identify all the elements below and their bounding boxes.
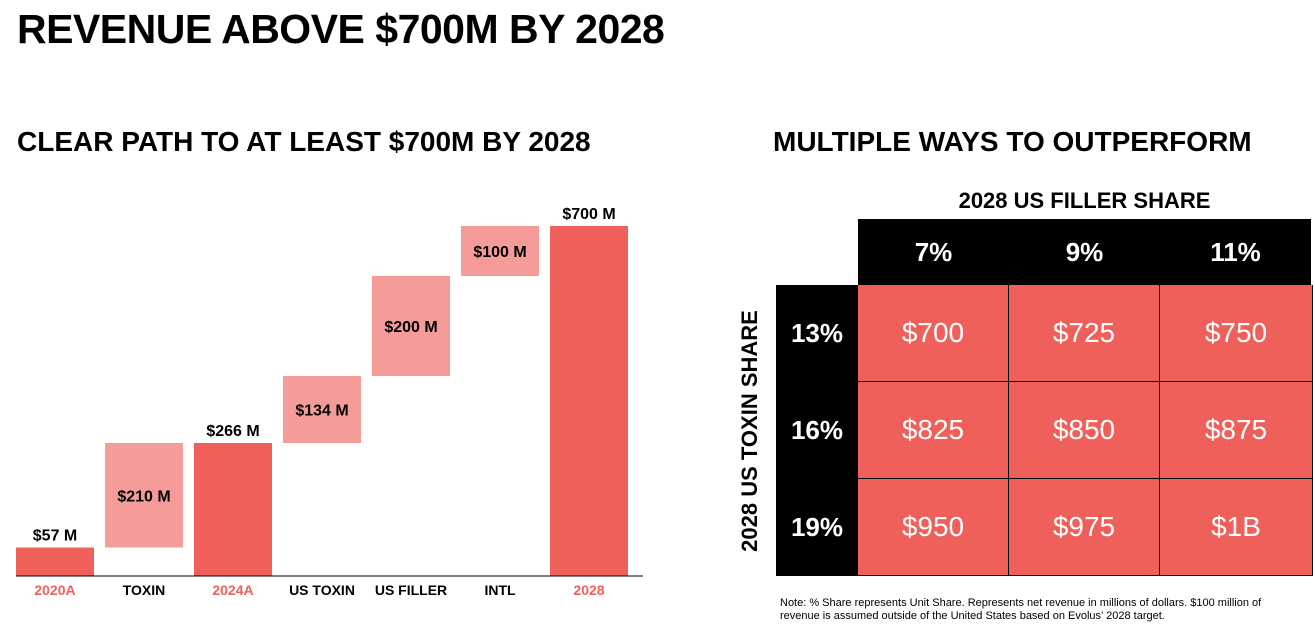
row-header-19pct: 19% [776,479,858,576]
bar-toxin [105,443,183,548]
column-header-9pct: 9% [1009,219,1160,285]
row-header-16pct: 16% [776,382,858,479]
matrix-row-axis-title-text: 2028 US TOXIN SHARE [737,309,762,552]
data-label-toxin: $210 M [117,488,170,505]
tick-label-2024a: 2024A [212,582,253,598]
matrix-cell: $1B [1160,479,1313,576]
tick-label-2020a: 2020A [34,582,75,598]
column-header-11pct: 11% [1160,219,1311,285]
page-title: REVENUE ABOVE $700M BY 2028 [17,6,665,52]
tick-label-toxin: TOXIN [123,582,166,598]
matrix-cell: $950 [858,479,1009,576]
matrix-row-axis-title: 2028 US TOXIN SHARE [725,285,775,576]
data-label-intl: $100 M [473,244,526,261]
matrix-column-axis-title: 2028 US FILLER SHARE [958,188,1211,213]
matrix-cell: $875 [1160,382,1313,479]
waterfall-chart-title: CLEAR PATH TO AT LEAST $700M BY 2028 [17,126,591,157]
matrix-cell: $700 [858,285,1009,382]
tick-label-2028: 2028 [573,582,604,598]
row-header-13pct: 13% [776,285,858,382]
matrix-cell: $850 [1009,382,1160,479]
data-label-2020a: $57 M [33,528,77,545]
matrix-cell: $825 [858,382,1009,479]
bar-2028 [550,226,628,576]
matrix-cell: $725 [1009,285,1160,382]
footnote: Note: % Share represents Unit Share. Rep… [780,597,1262,622]
waterfall-chart: $57 M 2020A $210 M TOXIN $266 M 2024A $134 M US… [16,206,643,598]
bar-intl [461,226,539,276]
bar-2024a [194,443,272,576]
column-header-7pct: 7% [858,219,1009,285]
bar-us-filler [372,276,450,376]
tick-label-us-filler: US FILLER [375,582,447,598]
data-label-2028: $700 M [562,206,615,223]
bar-2020a [16,547,94,576]
tick-label-intl: INTL [484,582,516,598]
data-label-2024a: $266 M [206,423,259,440]
matrix-cell: $750 [1160,285,1313,382]
matrix-cell: $975 [1009,479,1160,576]
data-label-us-toxin: $134 M [295,403,348,420]
tick-label-us-toxin: US TOXIN [289,582,355,598]
data-label-us-filler: $200 M [384,319,437,336]
matrix-section-title: MULTIPLE WAYS TO OUTPERFORM [773,126,1252,157]
bar-us-toxin [283,376,361,443]
